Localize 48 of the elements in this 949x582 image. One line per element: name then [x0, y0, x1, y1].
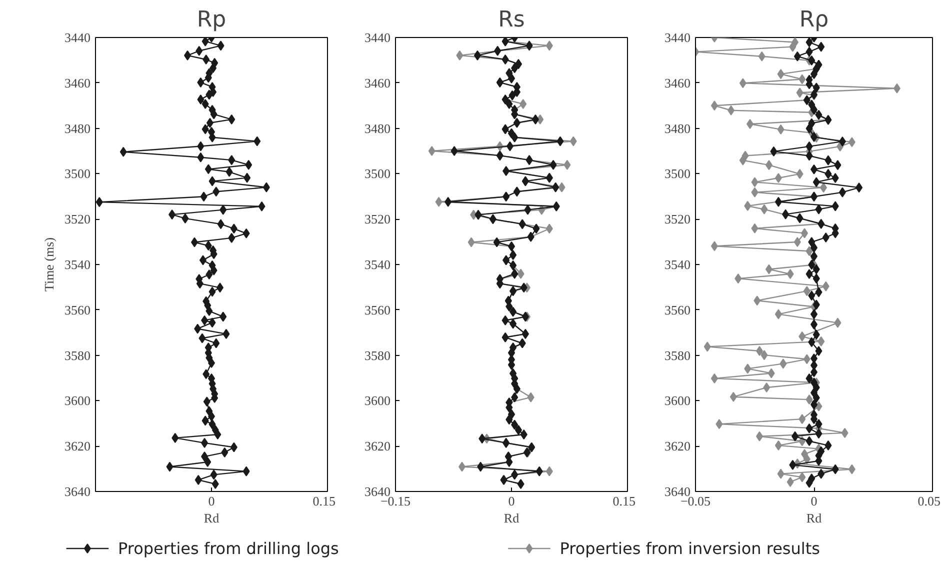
y-tick-label: 3540: [364, 257, 390, 272]
y-tick-label: 3440: [664, 30, 690, 45]
y-tick-label: 3480: [64, 120, 90, 136]
y-tick-label: 3560: [364, 302, 390, 318]
y-tick-label: 3640: [664, 484, 690, 499]
y-tick-label: 3620: [664, 438, 690, 454]
y-tick-label: 3520: [364, 212, 390, 227]
x-tick-label: 0: [508, 494, 515, 508]
legend-label: Properties from drilling logs: [118, 539, 339, 558]
y-tick-label: 3520: [64, 212, 90, 227]
chart-title: Rp: [196, 8, 226, 32]
y-tick-label: 3560: [64, 302, 90, 318]
y-tick-label: 3640: [64, 484, 90, 499]
x-axis-title: Rd: [204, 510, 220, 526]
x-tick-label: 0.05: [918, 494, 940, 508]
y-tick-label: 3500: [364, 166, 390, 182]
y-tick-label: 3620: [64, 438, 90, 454]
y-tick-label: 3540: [664, 257, 690, 272]
x-tick-label: 0: [208, 494, 215, 508]
x-tick-label: 0.15: [612, 494, 636, 508]
y-tick-label: 3640: [364, 484, 390, 499]
x-axis-title: Rd: [806, 510, 822, 526]
y-tick-label: 3580: [364, 348, 390, 363]
y-tick-label: 3440: [64, 30, 90, 45]
y-tick-label: 3580: [664, 348, 690, 363]
y-tick-label: 3480: [364, 120, 390, 136]
x-axis-title: Rd: [504, 510, 520, 526]
y-tick-label: 3500: [64, 166, 90, 182]
legend-label: Properties from inversion results: [560, 539, 820, 558]
y-tick-label: 3460: [64, 75, 90, 90]
y-tick-label: 3520: [664, 212, 690, 227]
y-tick-label: 3460: [364, 75, 390, 90]
y-tick-label: 3460: [664, 75, 690, 90]
y-tick-label: 3600: [664, 393, 690, 408]
chart-title: Rρ: [799, 8, 829, 32]
y-tick-label: 3580: [64, 348, 90, 363]
y-tick-label: 3620: [364, 438, 390, 454]
y-tick-label: 3480: [664, 120, 690, 136]
y-tick-label: 3600: [364, 393, 390, 408]
y-tick-label: 3600: [64, 393, 90, 408]
y-tick-label: 3500: [664, 166, 690, 182]
chart-title: Rs: [498, 8, 525, 32]
y-axis-title: Time (ms): [42, 237, 56, 292]
y-tick-label: 3440: [364, 30, 390, 45]
y-tick-label: 3540: [64, 257, 90, 272]
y-tick-label: 3560: [664, 302, 690, 318]
x-tick-label: 0: [810, 494, 818, 508]
x-tick-label: 0.15: [312, 494, 336, 508]
